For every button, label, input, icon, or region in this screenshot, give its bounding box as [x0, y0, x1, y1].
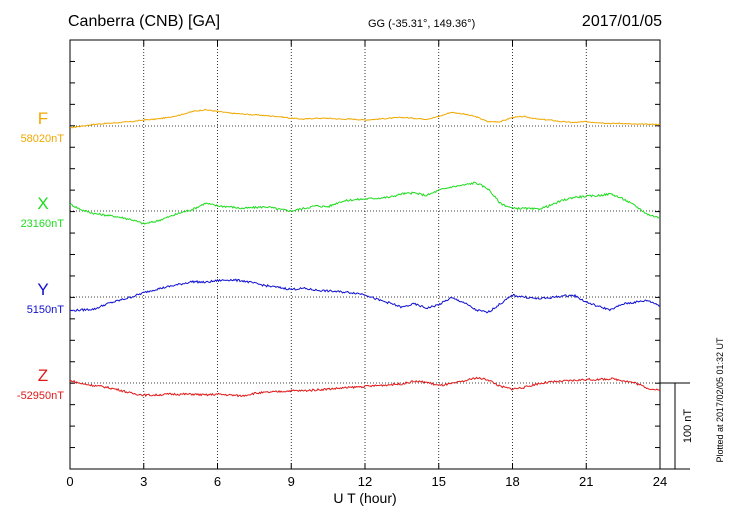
chart-date: 2017/01/05	[582, 13, 662, 30]
series-baseline-label-f: 58020nT	[21, 133, 65, 145]
x-tick-label: 0	[66, 474, 73, 489]
series-name-y: Y	[37, 280, 48, 299]
series-name-x: X	[37, 194, 48, 213]
chart-title: Canberra (CNB) [GA]	[68, 13, 220, 30]
scale-bar-label: 100 nT	[682, 409, 694, 444]
horizontal-gridlines	[70, 125, 660, 384]
vertical-gridlines	[143, 40, 587, 469]
series-labels: F 58020nT X 23160nT Y 5150nT Z -52950nT	[17, 109, 64, 402]
x-tick-label: 12	[358, 474, 372, 489]
series-baseline-label-x: 23160nT	[21, 218, 65, 230]
x-tick-label: 18	[505, 474, 519, 489]
series-line-z	[69, 376, 661, 398]
scale-bar: 100 nT	[660, 382, 694, 470]
series-name-z: Z	[38, 366, 48, 385]
series-line-y	[69, 278, 661, 314]
x-tick-label: 3	[140, 474, 147, 489]
series-lines	[69, 108, 661, 398]
x-tick-label: 21	[579, 474, 593, 489]
x-axis-label: U T (hour)	[333, 490, 396, 506]
x-tick-label: 6	[214, 474, 221, 489]
series-baseline-label-y: 5150nT	[27, 304, 65, 316]
axis-ticks	[69, 39, 661, 470]
x-tick-label: 24	[653, 474, 667, 489]
x-tick-label: 9	[288, 474, 295, 489]
series-line-f	[69, 108, 661, 129]
series-name-f: F	[38, 109, 48, 128]
series-line-x	[69, 181, 661, 225]
x-tick-label: 15	[432, 474, 446, 489]
plotted-at-note: Plotted at 2017/02/05 01:32 UT	[715, 337, 725, 463]
station-coordinates: GG (-35.31°, 149.36°)	[368, 18, 475, 30]
x-tick-labels: 0 3 6 9 12 15 18 21 24	[66, 474, 667, 489]
series-baseline-label-z: -52950nT	[17, 390, 64, 402]
plot-frame	[69, 39, 661, 470]
